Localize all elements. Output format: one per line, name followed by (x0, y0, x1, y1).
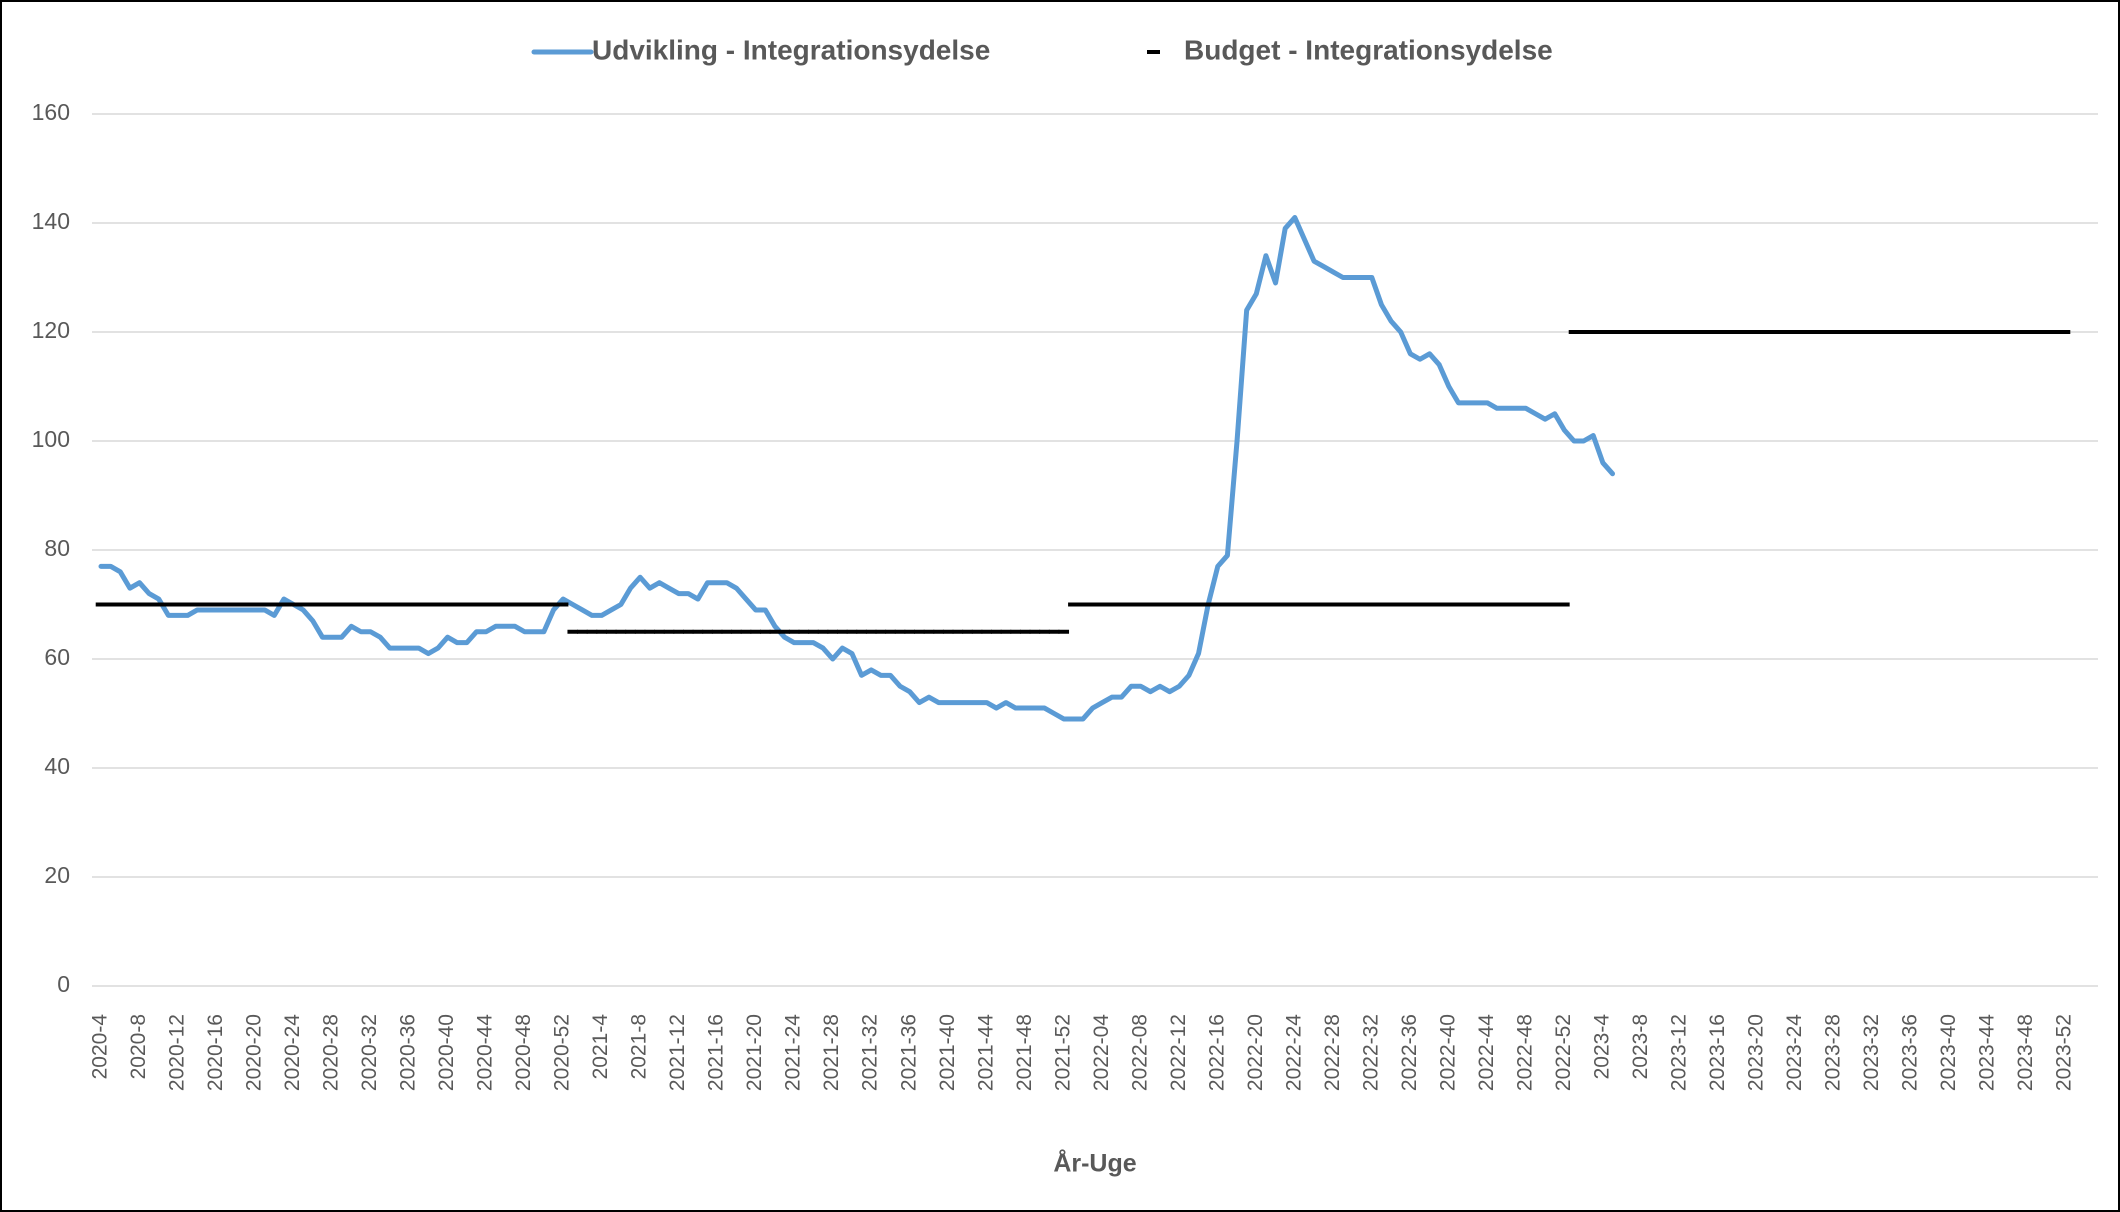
x-tick-label: 2022-44 (1475, 1014, 1498, 1091)
x-tick-label: 2021-48 (1013, 1014, 1036, 1091)
x-tick-label: 2023-40 (1937, 1014, 1960, 1091)
x-tick-label: 2023-36 (1899, 1014, 1922, 1091)
x-tick-label: 2020-44 (474, 1014, 497, 1091)
x-tick-label: 2023-16 (1706, 1014, 1729, 1091)
x-tick-label: 2021-16 (705, 1014, 728, 1091)
x-tick-label: 2023-20 (1744, 1014, 1767, 1091)
x-tick-label: 2021-32 (859, 1014, 882, 1091)
x-tick-label: 2022-32 (1359, 1014, 1382, 1091)
x-tick-label: 2022-40 (1436, 1014, 1459, 1091)
x-tick-label: 2021-20 (743, 1014, 766, 1091)
x-tick-label: 2020-40 (435, 1014, 458, 1091)
x-tick-label: 2022-20 (1244, 1014, 1267, 1091)
y-tick-label: 20 (44, 862, 70, 888)
x-tick-label: 2022-48 (1513, 1014, 1536, 1091)
x-tick-label: 2023-28 (1821, 1014, 1844, 1091)
y-tick-label: 60 (44, 644, 70, 670)
legend-label: Udvikling - Integrationsydelse (592, 34, 990, 65)
x-tick-label: 2023-44 (1976, 1014, 1999, 1091)
x-tick-label: 2021-12 (666, 1014, 689, 1091)
x-tick-label: 2020-32 (358, 1014, 381, 1091)
x-tick-label: 2021-40 (936, 1014, 959, 1091)
x-tick-label: 2021-28 (820, 1014, 843, 1091)
x-tick-label: 2021-52 (1051, 1014, 1074, 1091)
x-tick-label: 2023-24 (1783, 1014, 1806, 1091)
x-tick-label: 2021-24 (782, 1014, 805, 1091)
x-tick-label: 2023-32 (1860, 1014, 1883, 1091)
x-tick-label: 2020-24 (281, 1014, 304, 1091)
x-tick-label: 2023-52 (2053, 1014, 2076, 1091)
x-tick-label: 2021-44 (974, 1014, 997, 1091)
x-tick-label: 2022-28 (1321, 1014, 1344, 1091)
x-tick-label: 2021-4 (589, 1014, 612, 1080)
x-tick-label: 2021-8 (628, 1014, 651, 1079)
x-tick-label: 2022-08 (1128, 1014, 1151, 1091)
x-tick-label: 2020-4 (89, 1014, 112, 1080)
x-tick-label: 2022-36 (1398, 1014, 1421, 1091)
x-tick-label: 2020-28 (320, 1014, 343, 1091)
x-tick-label: 2022-04 (1090, 1014, 1113, 1091)
x-tick-label: 2020-8 (127, 1014, 150, 1079)
x-tick-label: 2023-4 (1590, 1014, 1613, 1080)
legend-label: Budget - Integrationsydelse (1184, 34, 1553, 65)
x-tick-label: 2020-48 (512, 1014, 535, 1091)
y-tick-label: 80 (44, 535, 70, 561)
x-tick-label: 2022-24 (1282, 1014, 1305, 1091)
x-tick-label: 2023-48 (2014, 1014, 2037, 1091)
x-tick-label: 2020-20 (243, 1014, 266, 1091)
x-tick-label: 2020-36 (397, 1014, 420, 1091)
x-tick-label: 2023-8 (1629, 1014, 1652, 1079)
x-tick-label: 2020-12 (166, 1014, 189, 1091)
y-tick-label: 160 (32, 99, 70, 125)
x-tick-label: 2022-52 (1552, 1014, 1575, 1091)
x-tick-label: 2021-36 (897, 1014, 920, 1091)
x-tick-label: 2022-16 (1205, 1014, 1228, 1091)
data-line (98, 215, 1616, 722)
y-tick-label: 140 (32, 208, 70, 234)
y-tick-label: 40 (44, 753, 70, 779)
y-tick-label: 100 (32, 426, 70, 452)
x-tick-label: 2022-12 (1167, 1014, 1190, 1091)
y-tick-label: 120 (32, 317, 70, 343)
x-tick-label: 2020-52 (551, 1014, 574, 1091)
y-tick-label: 0 (57, 971, 70, 997)
x-tick-label: 2023-12 (1667, 1014, 1690, 1091)
x-axis-title: År-Uge (1053, 1149, 1136, 1178)
x-tick-label: 2020-16 (204, 1014, 227, 1091)
